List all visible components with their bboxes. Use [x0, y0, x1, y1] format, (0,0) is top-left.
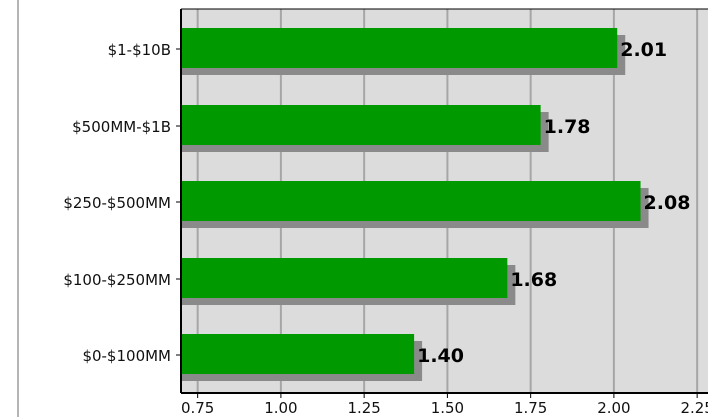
category-label: $1-$10B	[108, 41, 171, 59]
x-tick-label: 1.50	[431, 399, 464, 417]
category-label: $100-$250MM	[63, 271, 171, 289]
x-tick-label: 1.25	[347, 399, 380, 417]
category-label: $250-$500MM	[63, 194, 171, 212]
category-label: $0-$100MM	[82, 347, 171, 365]
bar-value-label: 1.40	[417, 345, 464, 367]
bar	[181, 28, 618, 68]
axes	[176, 8, 708, 394]
bar-value-label: 1.78	[544, 116, 591, 138]
x-tick-label: 1.00	[264, 399, 297, 417]
x-tick-labels: 0.75 1.00 1.25 1.50 1.75 2.00 2.25	[181, 399, 708, 417]
bar	[181, 181, 641, 221]
bar	[181, 258, 508, 298]
x-tick-label: 2.00	[597, 399, 630, 417]
x-tick-label: 1.75	[514, 399, 547, 417]
value-labels: 2.01 1.78 2.08 1.68 1.40	[417, 39, 690, 367]
left-edge-rule	[17, 0, 19, 417]
bar	[181, 105, 541, 145]
x-tick-label: 2.25	[680, 399, 708, 417]
bars	[181, 28, 641, 374]
bar-value-label: 1.68	[510, 269, 557, 291]
x-tick-label: 0.75	[181, 399, 214, 417]
category-labels: $1-$10B $500MM-$1B $250-$500MM $100-$250MM $…	[63, 41, 171, 365]
bar-value-label: 2.01	[620, 39, 667, 61]
bar-value-label: 2.08	[644, 192, 691, 214]
bar	[181, 334, 415, 374]
category-label: $500MM-$1B	[72, 118, 171, 136]
